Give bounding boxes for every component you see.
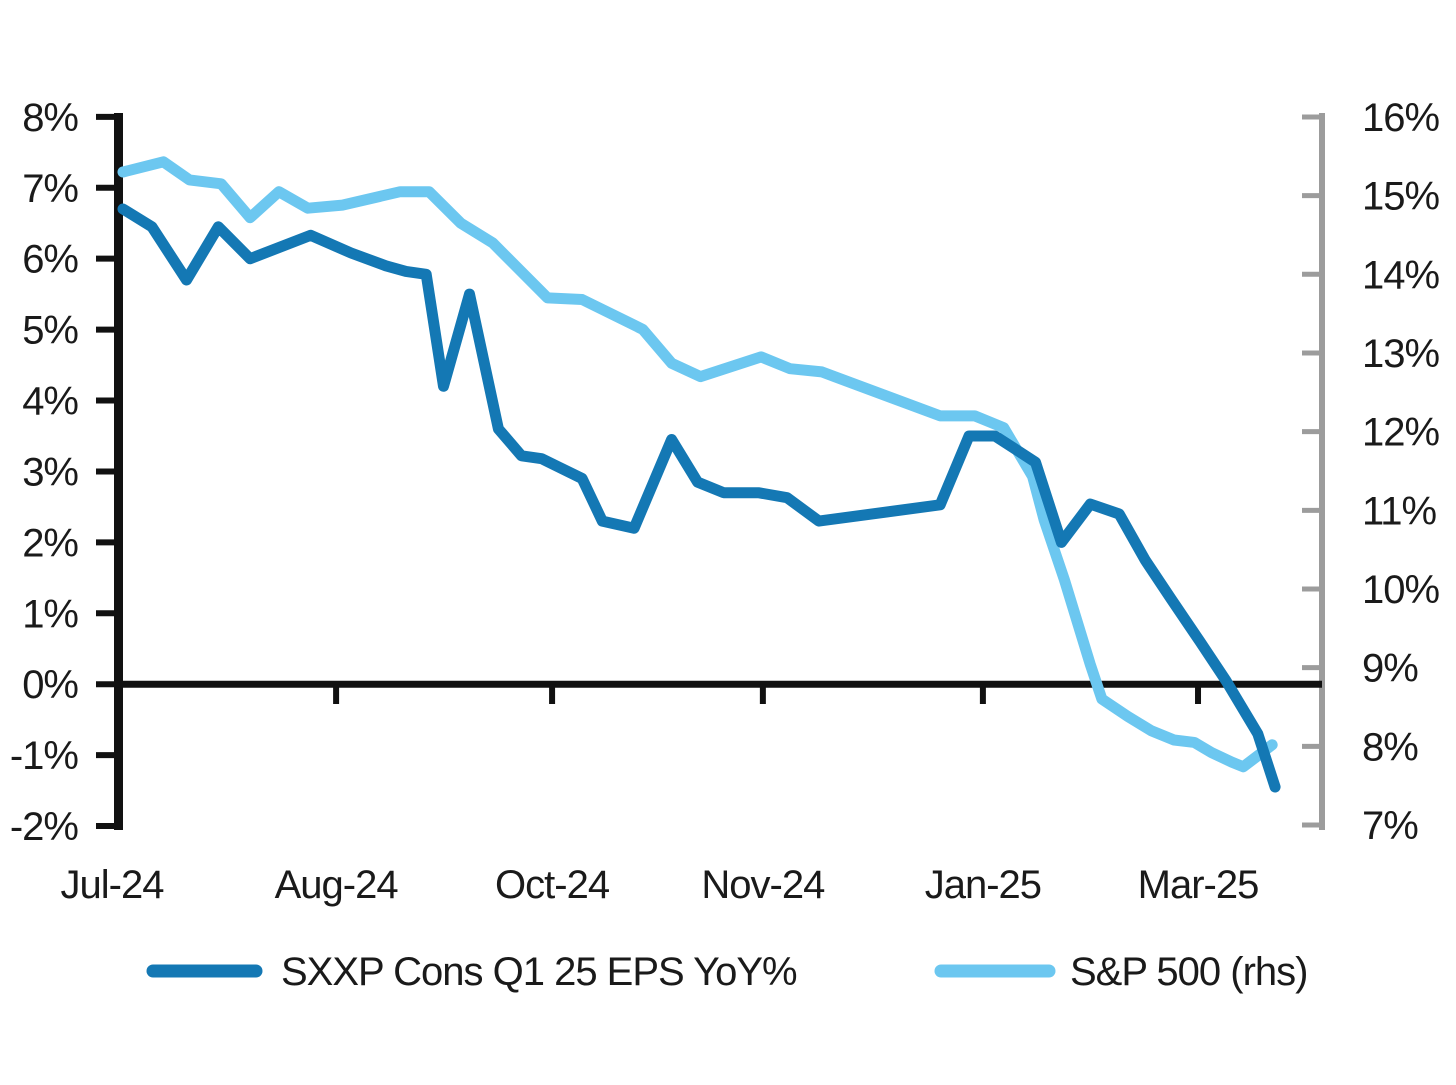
left-axis-tick-label: 8% xyxy=(22,96,78,140)
right-axis-tick-label: 13% xyxy=(1362,332,1439,376)
left-axis-tick-label: 5% xyxy=(22,309,78,353)
left-axis-tick-label: 6% xyxy=(22,238,78,282)
x-axis-tick-label: Nov-24 xyxy=(701,863,825,907)
left-axis-tick-label: 4% xyxy=(22,380,78,424)
legend-label-sxxp-eps: SXXP Cons Q1 25 EPS YoY% xyxy=(281,950,797,994)
right-axis-tick-label: 16% xyxy=(1362,96,1439,140)
left-axis-tick-label: 2% xyxy=(22,521,78,565)
series-line-sp500 xyxy=(117,156,1278,773)
x-axis-tick-label: Aug-24 xyxy=(275,863,399,907)
series-line-sxxp-eps xyxy=(117,203,1281,793)
right-axis-tick-label: 10% xyxy=(1362,568,1439,612)
right-axis-tick-label: 11% xyxy=(1362,489,1437,533)
x-axis-tick-label: Jan-25 xyxy=(925,863,1041,907)
left-axis-tick-label: 0% xyxy=(22,663,78,707)
right-axis-tick-label: 8% xyxy=(1362,725,1418,769)
left-axis-tick-label: 7% xyxy=(22,167,78,211)
x-axis-tick-label: Jul-24 xyxy=(61,863,165,907)
x-axis-tick-label: Oct-24 xyxy=(495,863,610,907)
x-axis-tick-label: Mar-25 xyxy=(1138,863,1259,907)
right-axis-tick-label: 9% xyxy=(1362,647,1418,691)
right-axis-tick-label: 14% xyxy=(1362,253,1439,297)
right-axis-tick-label: 15% xyxy=(1362,175,1439,219)
left-axis-tick-label: 3% xyxy=(22,450,78,494)
left-axis-tick-label: -2% xyxy=(10,805,79,849)
right-axis-tick-label: 12% xyxy=(1362,411,1439,455)
left-axis-tick-label: 1% xyxy=(22,592,78,636)
legend-label-sp500: S&P 500 (rhs) xyxy=(1070,950,1308,994)
left-axis-tick-label: -1% xyxy=(10,734,79,778)
right-axis-tick-label: 7% xyxy=(1362,804,1418,848)
